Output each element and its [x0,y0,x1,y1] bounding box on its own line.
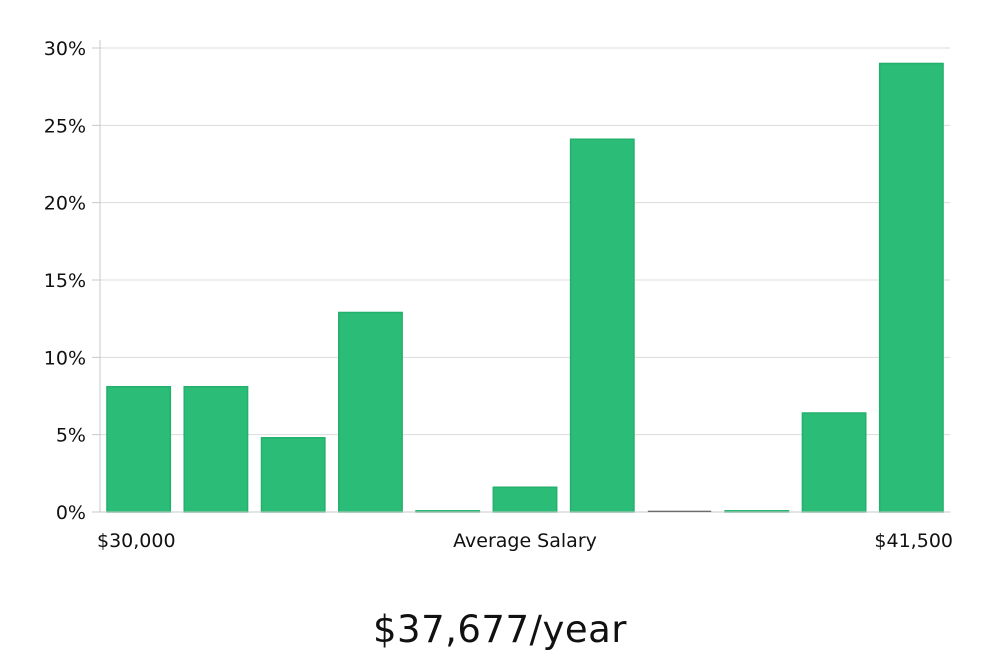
y-tick-label: 0% [56,502,86,524]
y-axis-ticks: 0% 5% 10% 15% 20% 25% 30% [44,38,100,524]
x-axis-title: Average Salary [453,530,597,552]
x-min-label: $30,000 [97,530,176,552]
y-tick-label: 15% [44,270,86,292]
y-tick-label: 10% [44,347,86,369]
average-salary-value: $37,677/year [372,608,627,651]
grid-lines [100,47,950,436]
chart-canvas: 0% 5% 10% 15% 20% 25% 30% $30,000 Average Sala… [44,38,953,552]
y-tick-label: 25% [44,115,86,137]
bar-10 [801,412,867,513]
bars [106,62,944,513]
salary-distribution-chart: 0% 5% 10% 15% 20% 25% 30% $30,000 Average Sala… [44,38,953,552]
y-tick-label: 20% [44,193,86,215]
bar-7 [569,138,635,513]
y-tick-label: 30% [44,38,86,60]
bar-11 [878,62,944,513]
axes [99,40,950,513]
bar-8 [647,510,712,512]
bar-2 [183,385,249,513]
x-axis-labels: $30,000 Average Salary $41,500 [97,530,953,552]
y-tick-label: 5% [56,425,86,447]
bar-4 [338,311,403,513]
x-max-label: $41,500 [874,530,953,552]
bar-1 [106,385,172,513]
bar-3 [260,437,326,513]
bar-6 [492,486,558,513]
